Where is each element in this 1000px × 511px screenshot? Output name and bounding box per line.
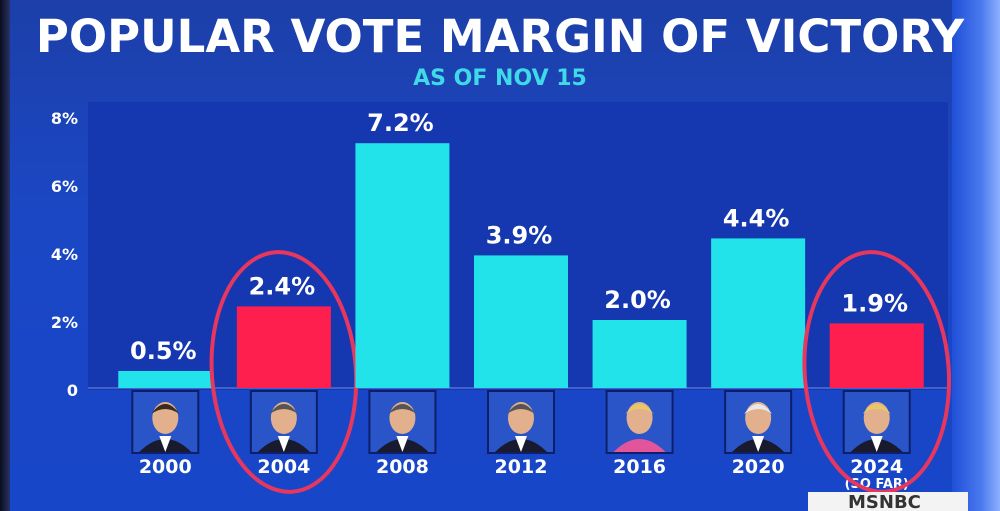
- x-tick-label: 2020: [732, 456, 785, 478]
- portrait-hair: [151, 404, 180, 414]
- x-tick-label: 2024: [850, 456, 903, 478]
- bar-2016: [592, 320, 687, 388]
- portrait-hair: [625, 404, 654, 414]
- bar-2020: [711, 238, 806, 388]
- y-tick-label: 6%: [51, 177, 78, 196]
- data-label: 1.9%: [841, 289, 908, 317]
- data-label: 2.0%: [604, 286, 671, 314]
- data-label: 7.2%: [367, 109, 434, 137]
- bar-2008: [355, 143, 450, 388]
- portrait-shirt: [277, 436, 290, 452]
- data-label: 4.4%: [723, 204, 790, 232]
- portrait-shirt: [870, 436, 883, 452]
- y-tick-label: 4%: [51, 245, 78, 264]
- data-label: 0.5%: [130, 337, 197, 365]
- network-logo: MSNBC: [808, 492, 968, 511]
- x-tick-label: 2012: [495, 456, 548, 478]
- x-tick-label: 2008: [376, 456, 429, 478]
- bar-2000: [118, 371, 213, 388]
- bar-2004: [236, 306, 331, 388]
- x-tick-label: 2000: [139, 456, 192, 478]
- portrait-shirt: [159, 436, 172, 452]
- studio-background-right: [952, 0, 1000, 511]
- bar-2012: [474, 255, 568, 388]
- data-label: 3.9%: [486, 221, 553, 249]
- data-label: 2.4%: [249, 272, 316, 300]
- portrait-hair: [862, 404, 891, 414]
- portrait-shirt: [515, 436, 527, 452]
- chart-title: POPULAR VOTE MARGIN OF VICTORY: [35, 10, 965, 63]
- bar-2024: [829, 323, 924, 388]
- portrait-hair: [507, 404, 535, 414]
- y-tick-label: 0: [67, 381, 78, 400]
- x-tick-label: 2004: [257, 456, 310, 478]
- x-tick-label: 2016: [613, 456, 666, 478]
- portrait-shirt: [752, 436, 765, 452]
- portrait-hair: [388, 404, 417, 414]
- y-tick-label: 8%: [51, 109, 78, 128]
- chart-subtitle: AS OF NOV 15: [413, 66, 587, 91]
- portrait-hair: [269, 404, 298, 414]
- portrait-shoulders: [613, 439, 666, 452]
- annotation-circle: [802, 250, 952, 494]
- portrait-hair: [744, 404, 773, 414]
- y-tick-label: 2%: [51, 313, 78, 332]
- tv-bezel-left: [0, 0, 10, 511]
- portrait-shirt: [396, 436, 409, 452]
